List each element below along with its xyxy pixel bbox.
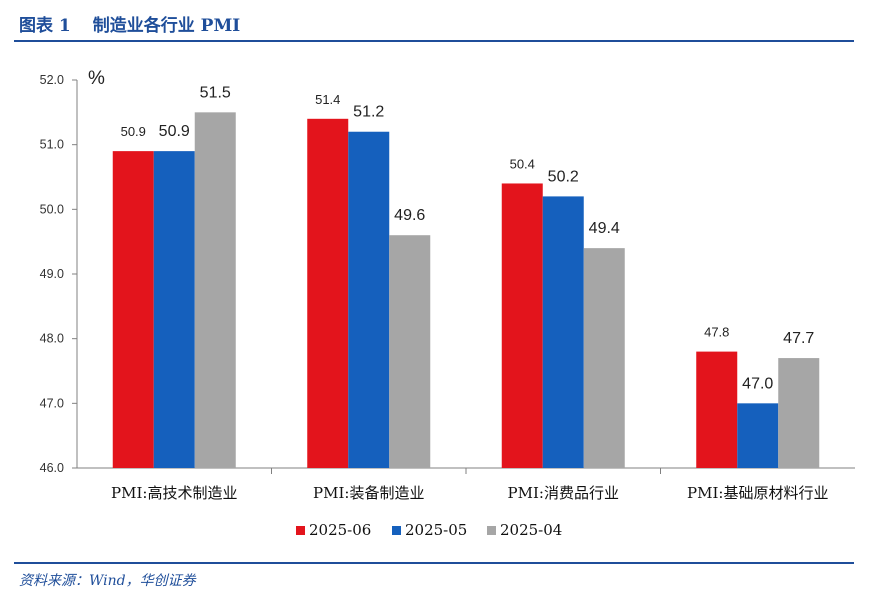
data-label: 47.0 — [742, 375, 773, 392]
footer-rule — [14, 562, 854, 564]
figure-title-text: 制造业各行业 PMI — [92, 16, 241, 36]
y-tick-label: 49.0 — [40, 267, 64, 281]
bar — [307, 118, 349, 469]
category-label: PMI:装备制造业 — [313, 484, 424, 502]
data-label: 50.9 — [121, 124, 146, 139]
legend-label: 2025-05 — [405, 521, 467, 539]
bar-group — [112, 112, 820, 469]
data-label: 50.4 — [510, 156, 535, 171]
bar — [501, 183, 543, 468]
y-unit-label: % — [88, 68, 105, 89]
legend-label: 2025-06 — [309, 521, 371, 539]
y-tick-group: 46.0 47.0 48.0 49.0 50.0 51.0 52.0 — [40, 73, 77, 475]
bar — [778, 358, 820, 468]
y-tick-label: 48.0 — [40, 332, 64, 346]
title-rule — [14, 40, 854, 42]
bar — [194, 112, 236, 468]
figure-title: 图表 1 制造业各行业 PMI — [19, 11, 240, 36]
bar — [153, 151, 195, 468]
category-label: PMI:基础原材料行业 — [687, 484, 828, 502]
y-tick-label: 51.0 — [40, 138, 64, 152]
data-label: 51.4 — [315, 92, 340, 107]
category-label-group: PMI:高技术制造业 PMI:装备制造业 PMI:消费品行业 PMI:基础原材料行业 — [111, 468, 828, 502]
bar — [112, 151, 154, 468]
data-label: 50.9 — [159, 123, 190, 140]
y-tick-label: 46.0 — [40, 461, 64, 475]
data-label: 51.5 — [200, 84, 231, 101]
y-tick-label: 52.0 — [40, 73, 64, 87]
legend-label: 2025-04 — [500, 521, 562, 539]
data-label: 50.2 — [548, 168, 579, 185]
data-label: 47.7 — [783, 330, 814, 347]
data-label: 47.8 — [704, 325, 729, 340]
data-label: 49.4 — [589, 220, 620, 237]
legend-swatch — [487, 526, 496, 535]
figure-number: 图表 1 — [19, 16, 71, 36]
y-tick-label: 47.0 — [40, 396, 64, 410]
data-label: 49.6 — [394, 207, 425, 224]
legend-swatch — [296, 526, 305, 535]
data-label-group: 50.9 50.9 51.5 51.4 51.2 49.6 50.4 50.2 49.4 47.8… — [121, 84, 815, 392]
bar-chart: % 46.047.048.049.050.051.052.0 50.9 50.95… — [40, 68, 855, 539]
category-label: PMI:高技术制造业 — [111, 484, 237, 502]
y-tick-label: 50.0 — [40, 202, 64, 216]
source-note: 资料来源：Wind，华创证券 — [19, 573, 196, 589]
bar — [696, 351, 738, 468]
bar — [348, 131, 390, 468]
bar — [542, 196, 584, 468]
legend: 2025-06 2025-05 2025-04 — [296, 521, 562, 539]
bar — [389, 235, 431, 468]
category-label: PMI:消费品行业 — [508, 484, 619, 502]
legend-swatch — [392, 526, 401, 535]
data-label: 51.2 — [353, 104, 384, 121]
bar — [737, 403, 779, 468]
bar — [583, 248, 625, 468]
